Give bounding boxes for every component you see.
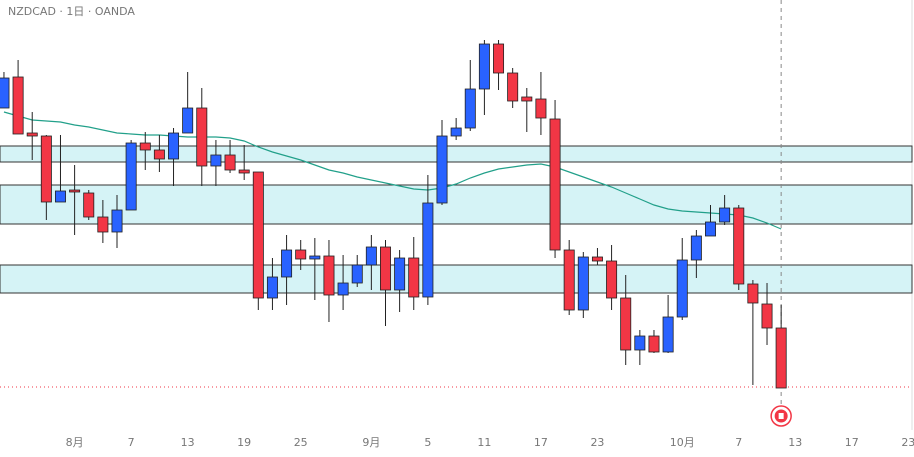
candle-body: [676, 259, 688, 318]
candle-body: [196, 107, 208, 167]
candle-body: [422, 202, 434, 298]
candle-body: [281, 249, 293, 278]
candle-body: [40, 135, 52, 203]
candle-body: [620, 297, 632, 351]
candle-body: [648, 335, 660, 353]
candle-body: [139, 142, 151, 151]
candle-body: [591, 256, 603, 262]
x-tick-label: 5: [424, 436, 431, 449]
candle-body: [182, 107, 194, 134]
candle-body: [662, 316, 674, 353]
candle-body: [210, 154, 222, 167]
candle-body: [705, 221, 716, 237]
candle-body: [464, 88, 476, 129]
zone: [0, 145, 913, 163]
candle-body: [266, 276, 278, 299]
candle-body: [295, 249, 307, 260]
x-tick-label: 8月: [66, 436, 84, 449]
candle-body: [408, 257, 420, 298]
candle-body: [733, 207, 745, 285]
x-tick-label: 17: [534, 436, 548, 449]
candle-body: [775, 327, 787, 389]
event-icon: [770, 405, 792, 427]
candle-body: [351, 264, 363, 284]
candle-body: [0, 77, 10, 109]
x-tick-label: 13: [181, 436, 195, 449]
candle-body: [69, 189, 81, 193]
x-tick-label: 9月: [362, 436, 380, 449]
x-tick-label: 7: [735, 436, 742, 449]
candle-body: [577, 256, 589, 311]
chart-title: NZDCAD · 1日 · OANDA: [8, 5, 135, 18]
candle-body: [761, 303, 773, 329]
candle-body: [365, 246, 377, 266]
candle-body: [436, 135, 448, 204]
candle-body: [719, 207, 731, 223]
candle-body: [606, 260, 618, 299]
candle-body: [309, 255, 321, 260]
moving-average: [3, 111, 782, 230]
candle-body: [521, 96, 533, 102]
x-tick-label: 11: [477, 436, 491, 449]
candle-body: [394, 257, 406, 291]
x-tick-label: 10月: [670, 436, 695, 449]
x-tick-label: 23: [901, 436, 914, 449]
candle-body: [54, 190, 66, 203]
x-tick-label: 7: [128, 436, 135, 449]
candle-body: [125, 142, 137, 211]
candle-body: [747, 283, 759, 304]
candle-body: [153, 149, 165, 160]
candle-body: [380, 246, 391, 291]
candle-body: [83, 192, 95, 218]
candle-body: [450, 127, 462, 137]
candle-body: [507, 72, 519, 102]
zone: [0, 184, 913, 225]
x-tick-label: 25: [294, 436, 308, 449]
candle-body: [97, 216, 109, 233]
candle-body: [690, 235, 702, 261]
event-icon-flag: [778, 413, 784, 419]
candle-body: [111, 209, 123, 233]
candle-body: [26, 132, 38, 137]
x-tick-label: 17: [845, 436, 859, 449]
x-tick-label: 19: [237, 436, 251, 449]
x-tick-label: 23: [590, 436, 604, 449]
x-tick-label: 13: [788, 436, 802, 449]
candle-body: [337, 282, 349, 296]
candle-body: [252, 171, 264, 299]
zone: [0, 264, 913, 294]
candle-body: [563, 249, 575, 311]
candle-body: [478, 43, 490, 90]
candle-body: [12, 76, 24, 135]
candle-body: [168, 132, 180, 160]
candle-body: [224, 154, 236, 171]
candle-body: [535, 98, 547, 119]
candle-body: [323, 255, 335, 296]
candle-body: [493, 43, 505, 74]
candle-body: [634, 335, 646, 351]
candle-body: [238, 169, 250, 174]
candle-body: [549, 118, 561, 251]
